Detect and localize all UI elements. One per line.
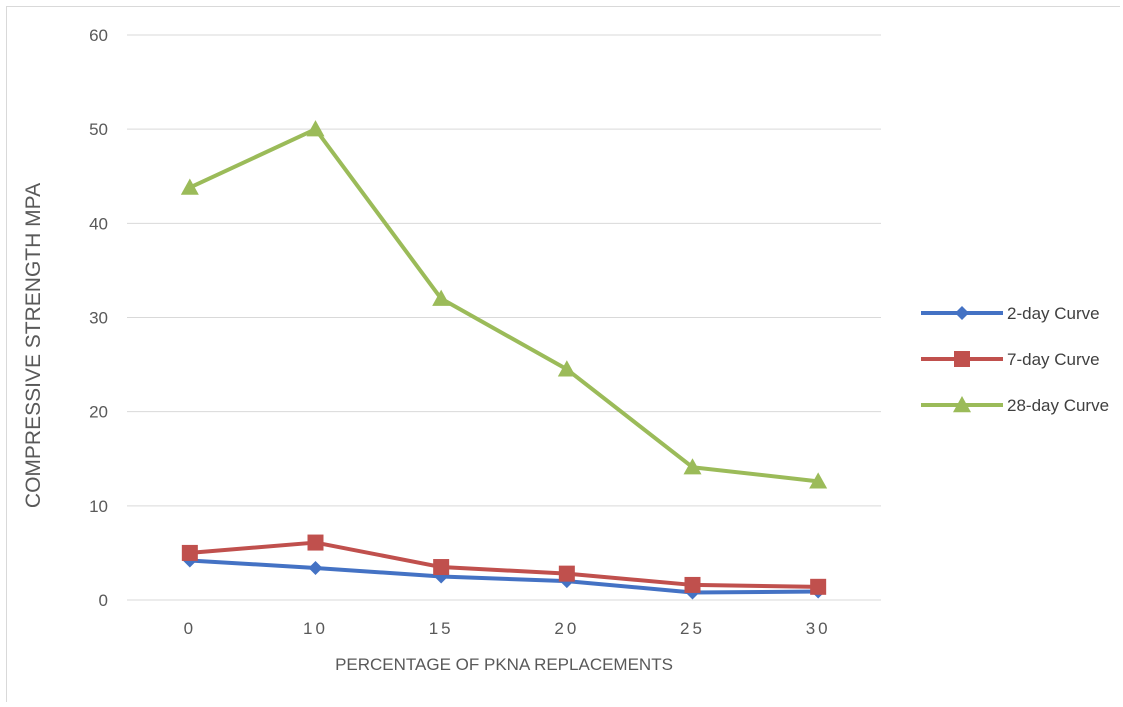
y-axis-ticks: 0 10 20 30 40 50 60 bbox=[89, 26, 108, 610]
data-point-marker bbox=[810, 578, 827, 595]
legend-item: 28-day Curve bbox=[921, 396, 1109, 415]
data-point-marker bbox=[683, 458, 702, 475]
data-point-marker bbox=[433, 559, 450, 576]
chart-frame bbox=[6, 6, 1120, 702]
x-tick-label: 10 bbox=[303, 619, 328, 638]
data-point-marker bbox=[809, 472, 828, 489]
data-point-marker bbox=[306, 120, 325, 137]
data-point-marker bbox=[308, 560, 323, 575]
data-point-marker bbox=[954, 351, 970, 367]
gridlines bbox=[127, 34, 881, 507]
y-tick-label: 0 bbox=[99, 591, 108, 610]
data-point-marker bbox=[432, 289, 451, 306]
data-point-marker bbox=[181, 544, 198, 561]
y-tick-label: 40 bbox=[89, 214, 108, 233]
x-tick-label: 25 bbox=[680, 619, 705, 638]
y-axis-title: COMPRESSIVE STRENGTH MPA bbox=[22, 183, 45, 508]
legend: 2-day Curve 7-day Curve 28-day Curve bbox=[921, 304, 1109, 415]
x-tick-label: 30 bbox=[806, 619, 831, 638]
legend-label: 2-day Curve bbox=[1007, 304, 1100, 323]
y-tick-label: 30 bbox=[89, 309, 108, 328]
legend-item: 7-day Curve bbox=[921, 350, 1100, 369]
series-28-day-curve bbox=[180, 120, 828, 489]
legend-item: 2-day Curve bbox=[921, 304, 1100, 323]
series-line bbox=[187, 558, 821, 595]
legend-label: 28-day Curve bbox=[1007, 396, 1109, 415]
x-axis-title: PERCENTAGE OF PKNA REPLACEMENTS bbox=[335, 655, 673, 674]
x-tick-label: 0 bbox=[184, 619, 196, 638]
legend-label: 7-day Curve bbox=[1007, 350, 1100, 369]
y-tick-label: 50 bbox=[89, 120, 108, 139]
series-layer bbox=[180, 120, 828, 600]
y-tick-label: 60 bbox=[89, 26, 108, 45]
series-7-day-curve bbox=[181, 534, 827, 595]
data-point-marker bbox=[953, 396, 971, 413]
x-axis-ticks: 0 10 15 20 25 30 bbox=[184, 619, 831, 638]
y-tick-label: 10 bbox=[89, 497, 108, 516]
data-point-marker bbox=[955, 306, 969, 320]
series-2-day-curve bbox=[182, 553, 826, 600]
data-point-marker bbox=[307, 534, 324, 551]
x-tick-label: 15 bbox=[429, 619, 454, 638]
data-point-marker bbox=[180, 178, 199, 195]
data-point-marker bbox=[558, 565, 575, 582]
data-point-marker bbox=[684, 576, 701, 593]
series-line bbox=[187, 127, 821, 484]
series-line bbox=[187, 540, 821, 589]
data-point-marker bbox=[557, 360, 576, 377]
x-tick-label: 20 bbox=[554, 619, 579, 638]
y-tick-label: 20 bbox=[89, 403, 108, 422]
